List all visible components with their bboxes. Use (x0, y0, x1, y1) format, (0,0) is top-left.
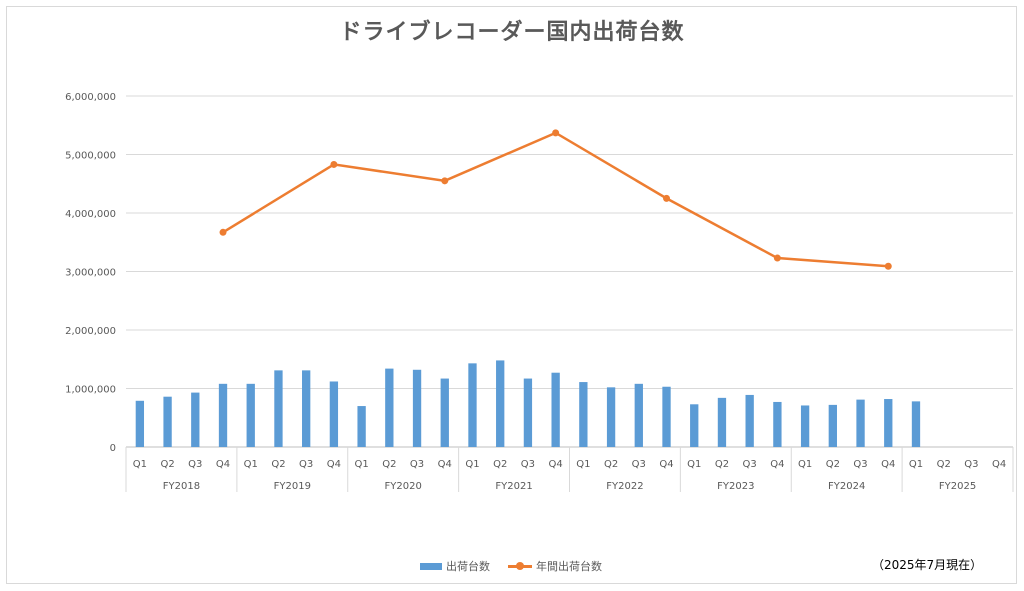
bar (690, 404, 699, 447)
bar (828, 404, 837, 447)
x-tick-label: Q1 (133, 459, 147, 470)
x-tick-label: Q4 (438, 459, 452, 470)
bar (329, 381, 339, 447)
bar (412, 369, 422, 447)
x-tick-label: Q1 (576, 459, 590, 470)
bar (745, 394, 754, 447)
x-tick-label: Q2 (493, 459, 507, 470)
x-tick-label: Q4 (549, 459, 563, 470)
y-tick-label: 6,000,000 (65, 92, 116, 103)
x-group-label: FY2024 (828, 481, 865, 492)
chart-legend: 出荷台数 年間出荷台数 (420, 558, 602, 574)
y-tick-label: 1,000,000 (65, 385, 116, 396)
bar (191, 392, 200, 447)
legend-line-label: 年間出荷台数 (536, 560, 602, 573)
bar (911, 401, 921, 447)
x-tick-label: Q1 (354, 459, 368, 470)
x-tick-label: Q1 (798, 459, 812, 470)
bar (163, 396, 172, 447)
x-tick-label: Q2 (715, 459, 729, 470)
legend-bar-swatch (420, 562, 442, 570)
x-tick-label: Q2 (604, 459, 618, 470)
legend-item-line: 年間出荷台数 (508, 558, 602, 574)
legend-item-bar: 出荷台数 (420, 558, 490, 574)
x-tick-label: Q3 (299, 459, 313, 470)
y-tick-label: 3,000,000 (65, 268, 116, 279)
y-tick-label: 0 (110, 443, 116, 454)
bar (523, 378, 533, 447)
bar (662, 386, 671, 447)
bar (800, 405, 810, 447)
x-tick-label: Q4 (327, 459, 341, 470)
bar (496, 360, 505, 447)
bar (773, 401, 782, 447)
x-tick-label: Q3 (188, 459, 202, 470)
x-tick-label: Q1 (909, 459, 923, 470)
bar (385, 368, 394, 447)
bar (357, 406, 366, 447)
line-point (884, 262, 892, 270)
x-tick-label: Q1 (465, 459, 479, 470)
x-group-label: FY2025 (939, 481, 976, 492)
bar (274, 370, 283, 447)
x-group-label: FY2020 (385, 481, 422, 492)
legend-line-swatch (508, 561, 532, 571)
bar (634, 383, 643, 447)
x-group-label: FY2022 (606, 481, 643, 492)
date-note: （2025年7月現在） (872, 558, 983, 572)
bar (135, 400, 145, 447)
x-group-label: FY2023 (717, 481, 754, 492)
x-tick-label: Q4 (992, 459, 1006, 470)
x-tick-label: Q2 (271, 459, 285, 470)
line-point (663, 194, 671, 202)
x-tick-label: Q3 (632, 459, 646, 470)
x-tick-label: Q2 (937, 459, 951, 470)
bar (551, 372, 560, 447)
legend-bar-label: 出荷台数 (446, 560, 490, 573)
bar (440, 378, 449, 447)
y-tick-label: 5,000,000 (65, 151, 116, 162)
x-tick-label: Q1 (687, 459, 701, 470)
line-point (330, 160, 338, 168)
x-tick-label: Q2 (826, 459, 840, 470)
line-point (552, 129, 560, 137)
bar (579, 382, 588, 447)
x-tick-label: Q3 (853, 459, 867, 470)
x-group-label: FY2021 (495, 481, 532, 492)
line-point (219, 228, 227, 236)
x-tick-label: Q2 (160, 459, 174, 470)
line-series (222, 131, 889, 268)
x-tick-label: Q4 (216, 459, 230, 470)
y-tick-label: 2,000,000 (65, 326, 116, 337)
x-tick-label: Q1 (244, 459, 258, 470)
line-point (441, 177, 449, 185)
bar (302, 370, 311, 447)
bar (468, 363, 477, 447)
x-group-label: FY2018 (163, 481, 200, 492)
chart-title: ドライブレコーダー国内出荷台数 (339, 20, 685, 45)
bar (856, 399, 865, 447)
line-point (773, 254, 781, 262)
x-tick-label: Q3 (410, 459, 424, 470)
x-tick-label: Q3 (743, 459, 757, 470)
y-tick-label: 4,000,000 (65, 209, 116, 220)
x-tick-label: Q3 (964, 459, 978, 470)
x-group-label: FY2019 (274, 481, 311, 492)
x-tick-label: Q4 (659, 459, 673, 470)
x-tick-label: Q3 (521, 459, 535, 470)
bar (884, 399, 893, 447)
x-tick-label: Q2 (382, 459, 396, 470)
x-tick-label: Q4 (770, 459, 784, 470)
bar (606, 387, 616, 447)
bar (246, 383, 255, 447)
x-tick-label: Q4 (881, 459, 895, 470)
bar (717, 397, 727, 447)
chart-frame (6, 6, 1017, 584)
bar (218, 383, 228, 447)
